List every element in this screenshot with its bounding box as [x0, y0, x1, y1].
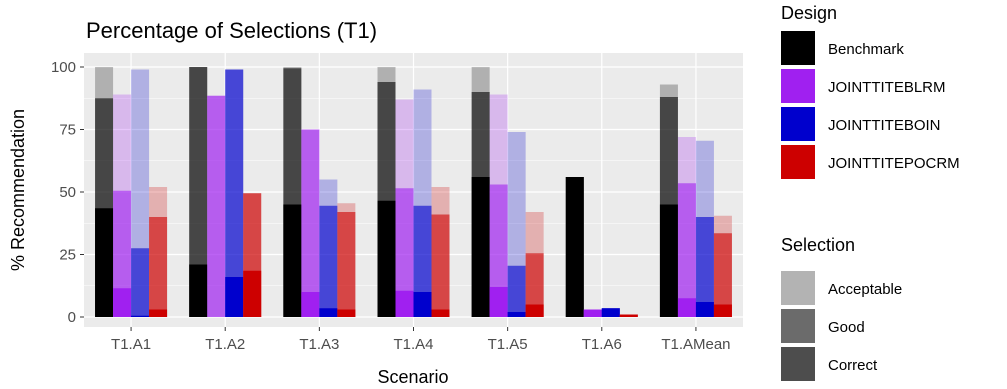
bar-correct	[149, 309, 168, 317]
legend-label-design: Benchmark	[828, 41, 904, 58]
x-tick-label: T1.A3	[299, 336, 339, 353]
legend-label-selection: Correct	[828, 357, 878, 374]
legend-label-selection: Acceptable	[828, 281, 902, 298]
y-tick-label: 100	[51, 59, 76, 76]
bar-correct	[413, 292, 432, 317]
bar-good	[677, 183, 696, 317]
bar-correct	[507, 312, 526, 317]
bar-good	[431, 214, 450, 317]
bar-correct	[319, 308, 338, 317]
y-tick-label: 25	[59, 247, 76, 264]
legend-label-design: JOINTTITEBOIN	[828, 117, 941, 134]
bar-correct	[337, 309, 356, 317]
x-axis-title: Scenario	[377, 367, 448, 387]
chart-title: Percentage of Selections (T1)	[86, 18, 377, 43]
bar-good	[395, 188, 414, 317]
legends: Design Benchmark JOINTTITEBLRM JOINTTITEBOI…	[781, 3, 960, 381]
legend-key-design	[781, 69, 815, 103]
bar-correct	[377, 200, 396, 317]
bar-correct	[525, 304, 544, 317]
bar-good	[301, 129, 320, 317]
bar-correct	[395, 290, 414, 317]
legend-label-design: JOINTTITEBLRM	[828, 79, 946, 96]
y-tick-label: 75	[59, 122, 76, 139]
bar-good	[189, 67, 208, 317]
bar-correct	[471, 177, 490, 317]
y-axis-ticks: 0 25 50 75 100	[51, 59, 84, 326]
bar-correct	[583, 309, 602, 317]
bar-correct	[283, 204, 302, 317]
legend-title-selection: Selection	[781, 235, 855, 255]
x-tick-label: T1.AMean	[661, 336, 730, 353]
x-tick-label: T1.A4	[393, 336, 433, 353]
bar-good	[225, 69, 244, 317]
legend-key-selection	[781, 309, 815, 343]
x-axis-ticks: T1.A1 T1.A2 T1.A3 T1.A4 T1.A5 T1.A6 T1.AMean	[111, 327, 731, 353]
bar-good	[713, 233, 732, 317]
bar-good	[149, 217, 168, 317]
bar-good	[207, 95, 226, 317]
bar-correct	[619, 314, 638, 317]
bar-good	[337, 212, 356, 317]
bar-good	[113, 190, 132, 317]
bar-good	[489, 184, 508, 317]
legend-key-selection	[781, 347, 815, 381]
bars	[95, 67, 732, 317]
bar-correct	[225, 277, 244, 317]
bar-correct	[243, 270, 262, 317]
legend-key-design	[781, 107, 815, 141]
y-tick-label: 0	[68, 309, 76, 326]
y-axis-title: % Recommendation	[8, 109, 28, 271]
legend-label-selection: Good	[828, 319, 865, 336]
legend-title-design: Design	[781, 3, 837, 23]
bar-correct	[113, 288, 132, 317]
bar-good	[525, 253, 544, 317]
bar-correct	[601, 308, 620, 317]
bar-correct	[301, 292, 320, 317]
bar-correct	[695, 302, 714, 317]
bar-correct	[489, 287, 508, 317]
bar-good	[695, 217, 714, 317]
bar-correct	[565, 177, 584, 317]
bar-good	[507, 265, 526, 317]
y-tick-label: 50	[59, 184, 76, 201]
bar-correct	[659, 204, 678, 317]
bar-correct	[431, 309, 450, 317]
legend-key-design	[781, 31, 815, 65]
x-tick-label: T1.A6	[582, 336, 622, 353]
bar-correct	[95, 208, 114, 317]
legend-key-selection	[781, 271, 815, 305]
bar-correct	[677, 298, 696, 317]
bar-good	[131, 248, 150, 317]
bar-good	[413, 205, 432, 317]
bar-correct	[713, 304, 732, 317]
legend-key-design	[781, 145, 815, 179]
x-tick-label: T1.A2	[205, 336, 245, 353]
x-tick-label: T1.A5	[488, 336, 528, 353]
bar-correct	[189, 264, 208, 317]
x-tick-label: T1.A1	[111, 336, 151, 353]
bar-correct	[131, 315, 150, 317]
legend-label-design: JOINTTITEPOCRM	[828, 155, 960, 172]
bar-good	[319, 205, 338, 317]
